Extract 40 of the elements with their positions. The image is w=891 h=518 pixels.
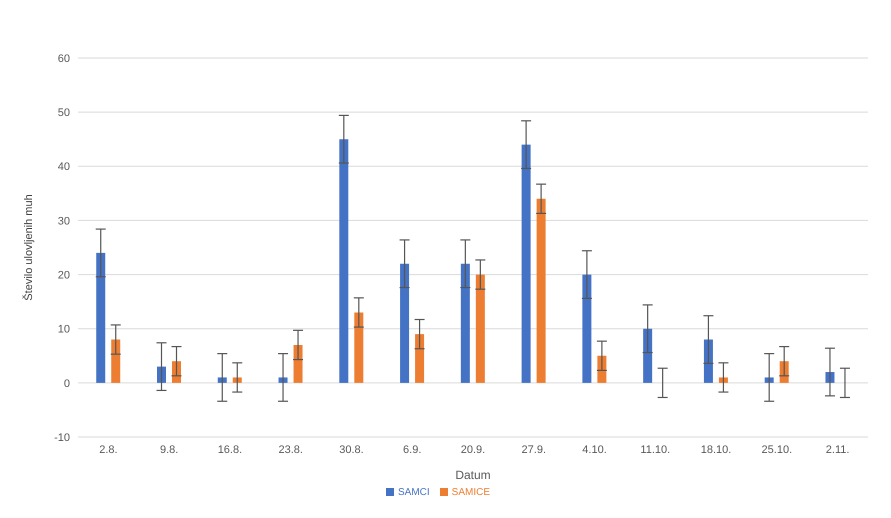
x-tick-label: 6.9. (403, 444, 422, 456)
y-tick-label: 20 (58, 269, 70, 282)
bar (339, 139, 348, 383)
bar (582, 274, 592, 383)
bar (400, 264, 410, 383)
bar (415, 334, 424, 383)
bar (643, 328, 652, 383)
bar (536, 198, 546, 383)
x-tick-label: 30.8. (339, 444, 364, 456)
y-axis-title: Število ulovljenih muh (22, 194, 35, 301)
y-tick-label: 0 (64, 378, 70, 390)
y-tick-label: 50 (58, 107, 70, 120)
x-tick-label: 20.9. (460, 444, 486, 456)
bar (460, 264, 470, 383)
bar (294, 344, 303, 383)
y-tick-label: 60 (58, 52, 70, 65)
bar (522, 144, 531, 383)
bar (111, 340, 120, 383)
bar (354, 312, 364, 383)
y-tick-label: 10 (58, 324, 70, 336)
x-tick-label: 2.11. (826, 444, 850, 456)
legend-label: SAMICE (452, 487, 490, 498)
bar (704, 340, 713, 383)
x-axis-title: Datum (455, 468, 491, 482)
x-tick-label: 18.10. (700, 444, 732, 456)
x-tick-label: 2.8. (99, 444, 118, 456)
legend-label: SAMCI (398, 487, 430, 498)
bar (597, 356, 606, 383)
x-tick-label: 11.10. (640, 444, 670, 456)
bar (476, 274, 485, 383)
x-tick-label: 9.8. (160, 444, 178, 456)
x-tick-label: 23.8. (278, 444, 303, 456)
y-tick-label: -10 (54, 432, 70, 444)
x-tick-label: 16.8. (218, 444, 242, 456)
x-tick-label: 27.9. (522, 444, 546, 456)
y-tick-label: 30 (58, 215, 70, 228)
x-tick-label: 4.10. (582, 444, 607, 456)
x-tick-label: 25.10. (762, 444, 792, 456)
y-tick-label: 40 (58, 161, 70, 174)
bar (96, 252, 106, 383)
